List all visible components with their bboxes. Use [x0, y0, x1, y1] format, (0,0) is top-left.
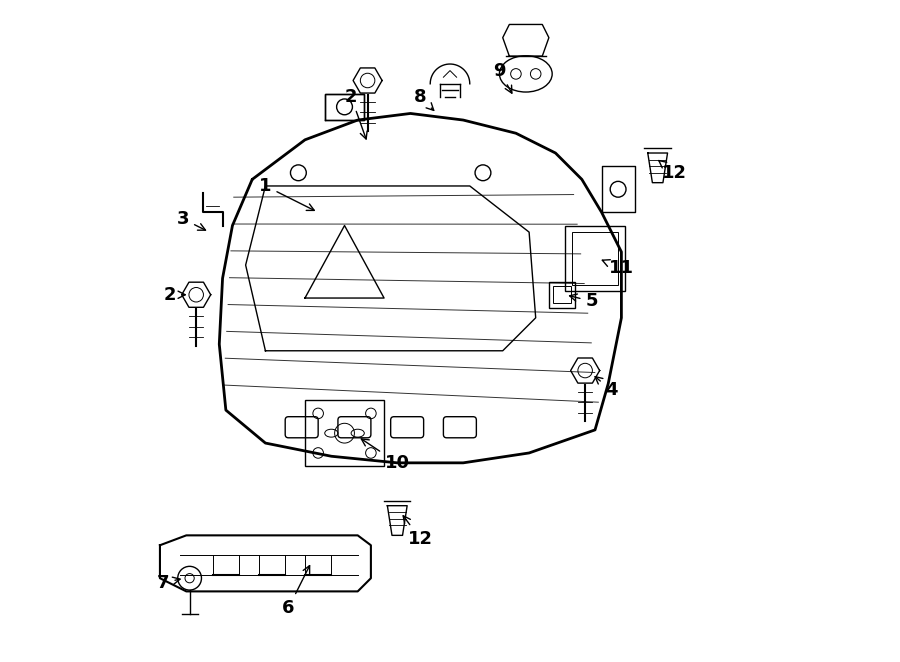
Text: 2: 2: [345, 88, 367, 139]
Text: 1: 1: [259, 177, 314, 211]
Text: 7: 7: [157, 574, 180, 592]
FancyBboxPatch shape: [444, 416, 476, 438]
Bar: [305, 401, 384, 466]
Text: 3: 3: [176, 210, 205, 230]
Text: 10: 10: [361, 439, 410, 472]
Bar: [565, 226, 625, 291]
Text: 12: 12: [659, 160, 687, 182]
Text: 8: 8: [414, 88, 434, 111]
Text: 9: 9: [493, 62, 512, 93]
Text: 12: 12: [403, 516, 433, 547]
FancyBboxPatch shape: [338, 416, 371, 438]
Text: 11: 11: [602, 260, 634, 277]
Text: 4: 4: [595, 377, 617, 399]
Bar: [549, 281, 575, 308]
FancyBboxPatch shape: [285, 416, 319, 438]
FancyBboxPatch shape: [391, 416, 424, 438]
Bar: [554, 286, 571, 303]
Text: 5: 5: [570, 293, 598, 310]
Bar: [572, 232, 618, 285]
Text: 6: 6: [283, 565, 310, 617]
Text: 2: 2: [164, 286, 185, 304]
